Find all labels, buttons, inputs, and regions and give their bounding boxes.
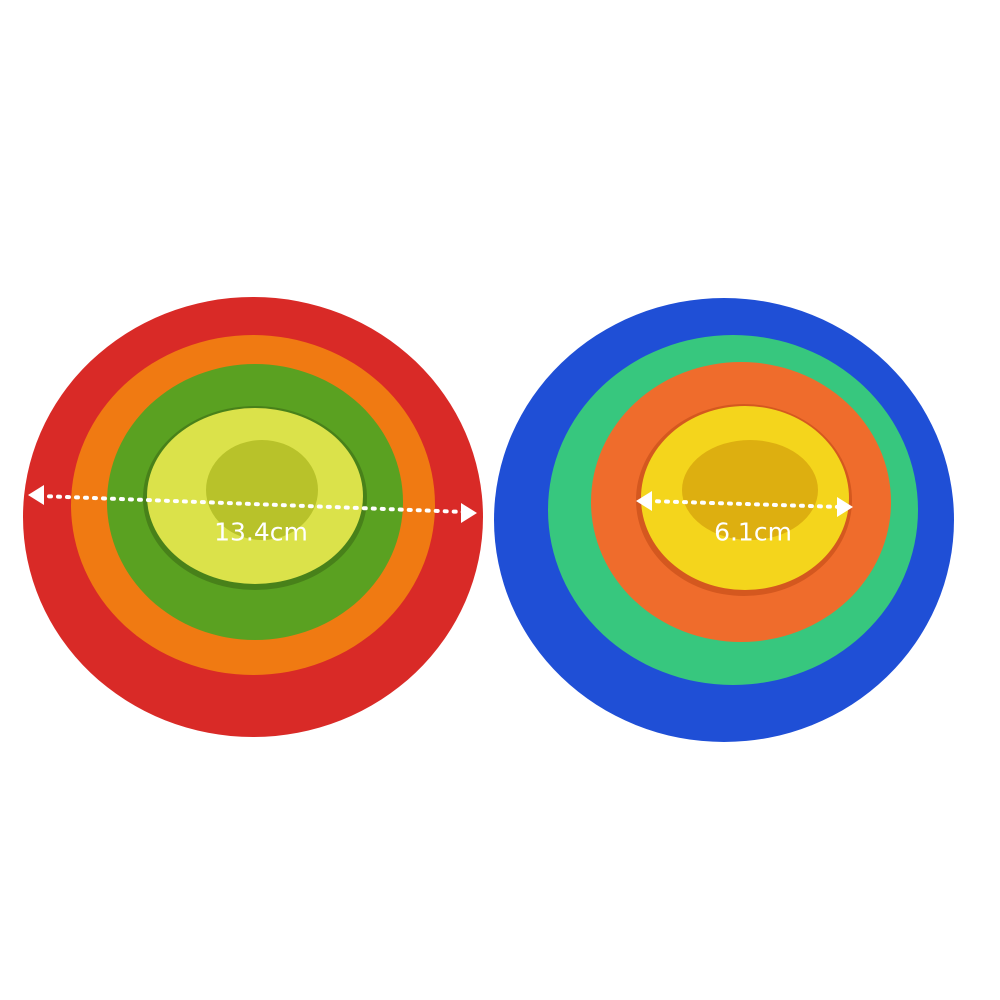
large-diameter-label: 13.4cm (214, 517, 308, 547)
small-dimension-arrow (636, 491, 853, 517)
large-ring-stack (23, 297, 483, 737)
large-dimension-arrow (28, 485, 477, 523)
small-diameter-label: 6.1cm (714, 517, 792, 547)
small-ring-stack (494, 298, 954, 742)
